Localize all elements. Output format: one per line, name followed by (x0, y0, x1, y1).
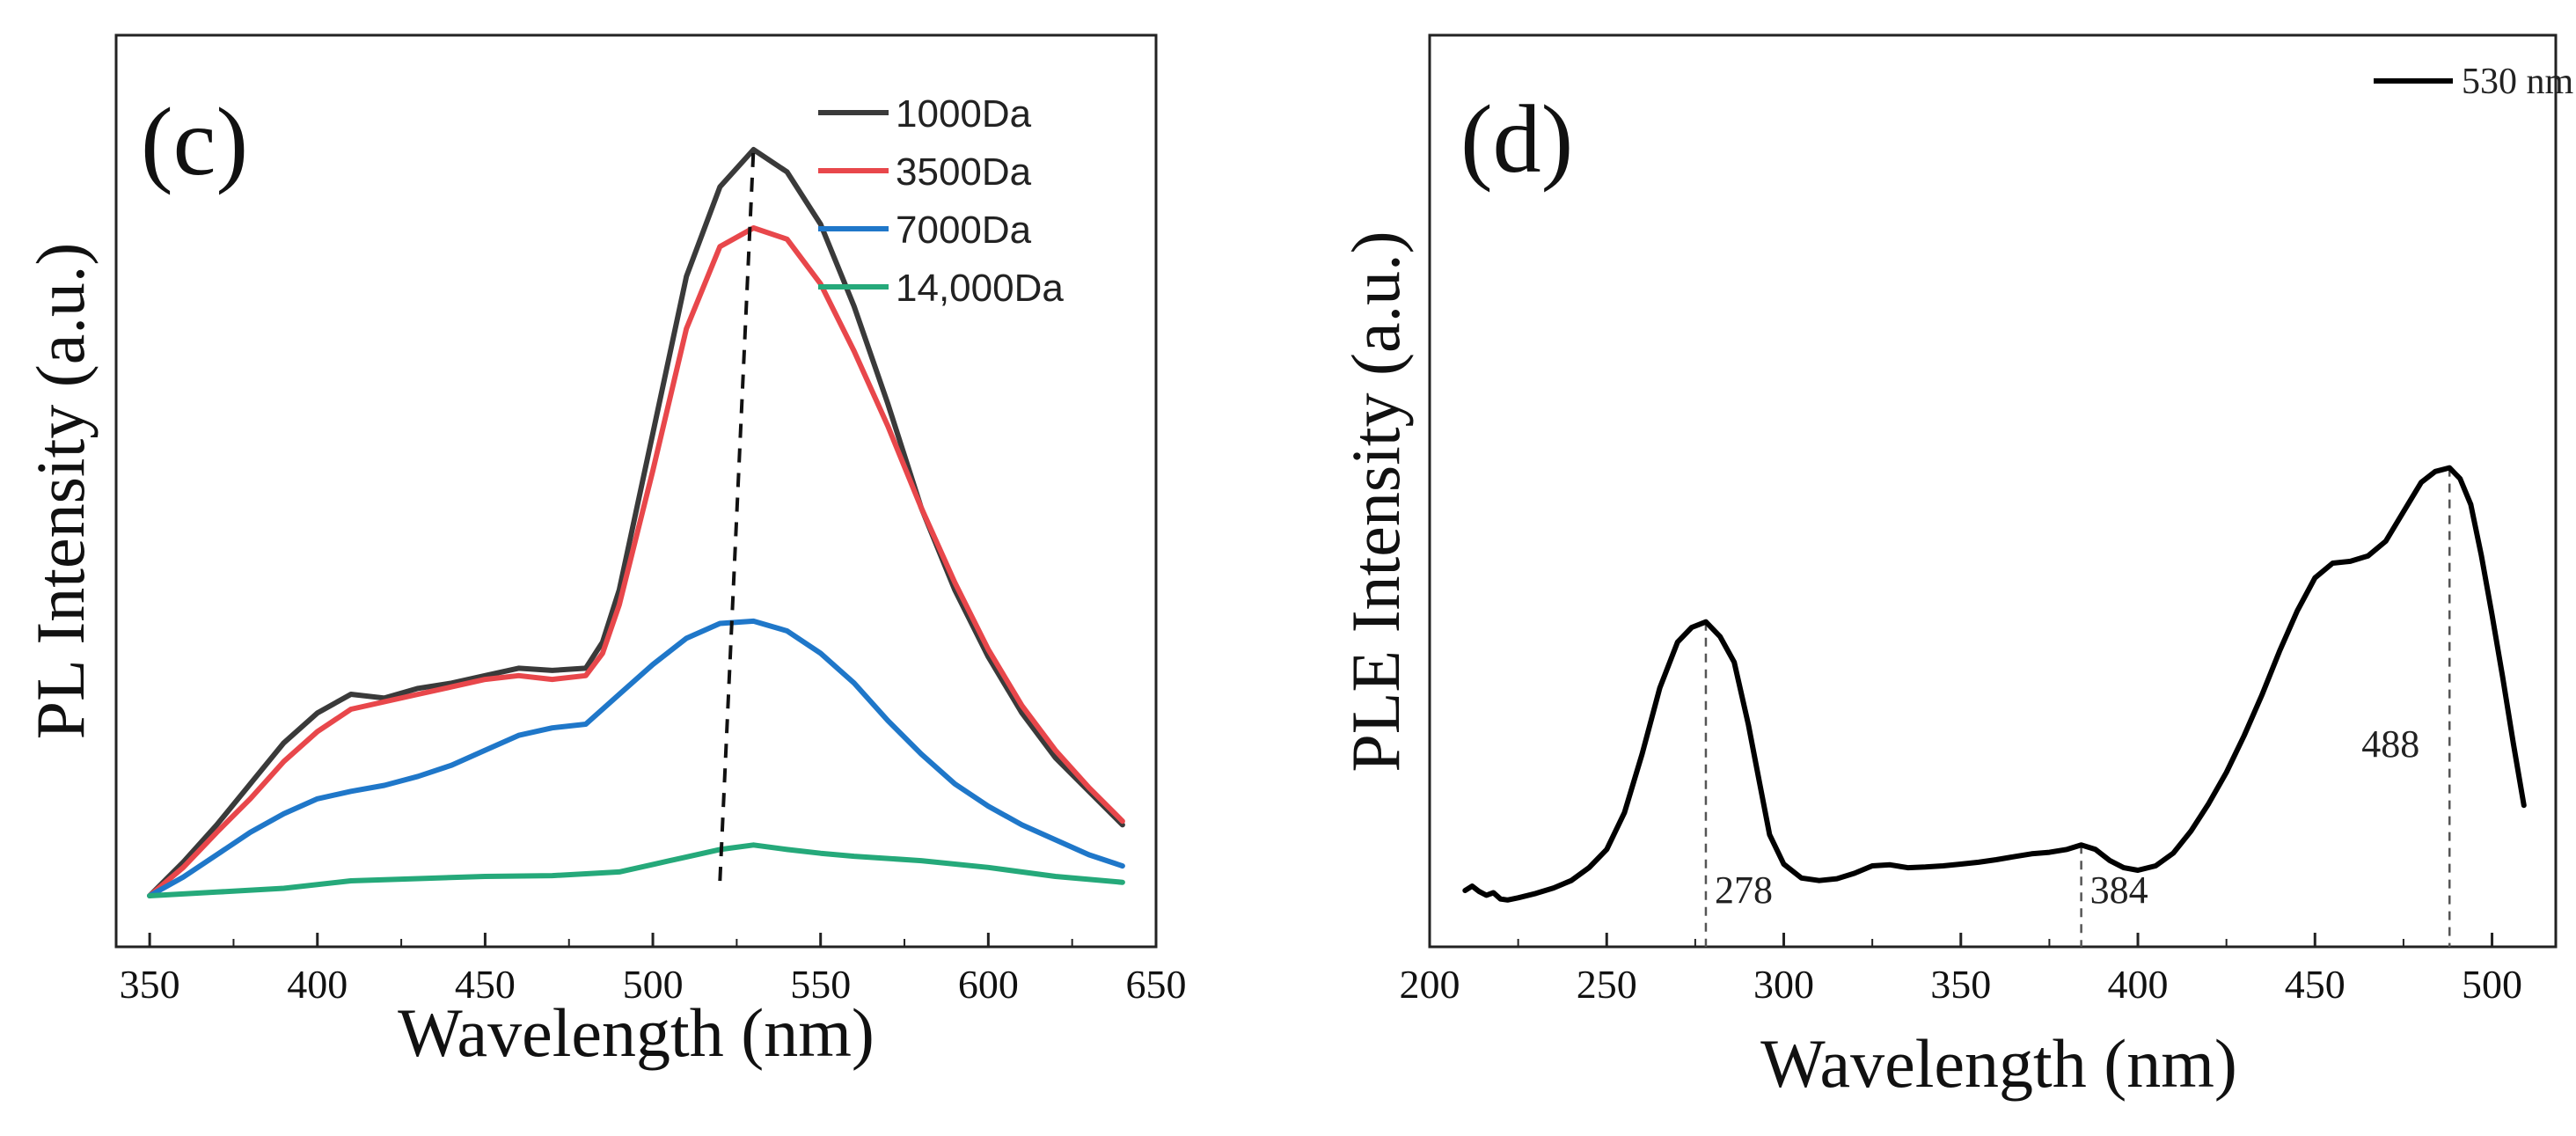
panel-c: 350 400 450 500 550 600 650 (c) Wavelength (nm… (22, 33, 1187, 1071)
x-tick-label-d-300: 300 (1753, 962, 1814, 1007)
x-tick-label-d-500: 500 (2462, 962, 2522, 1007)
x-tick-label-d-350: 350 (1930, 962, 1991, 1007)
y-axis-title-d: PLE Intensity (a.u.) (1337, 231, 1414, 772)
legend-d: 530 nm (2374, 62, 2574, 102)
x-tick-label-c-500: 500 (623, 962, 684, 1007)
peak-label-384: 384 (2090, 868, 2148, 912)
legend-label-7000da: 7000Da (896, 209, 1032, 252)
x-ticks-c: 350 400 450 500 550 600 650 (120, 933, 1187, 1007)
panel-d: 200 250 300 350 400 450 500 278 384 488 (d) Wave… (1337, 33, 2574, 1102)
peak-label-488: 488 (2361, 722, 2419, 766)
series-line-7000da (147, 618, 1125, 898)
series-line-1000da (147, 147, 1125, 898)
peak-shift-dashed-line (718, 149, 756, 882)
legend-c: 1000Da 3500Da 7000Da 14,000Da (818, 92, 1064, 310)
series-line-3500da (147, 225, 1125, 898)
x-tick-label-c-400: 400 (287, 962, 348, 1007)
legend-label-3500da: 3500Da (896, 150, 1032, 194)
x-tick-label-c-650: 650 (1126, 962, 1187, 1007)
legend-label-530-nm: 530 nm (2462, 62, 2574, 102)
x-tick-label-d-450: 450 (2285, 962, 2345, 1007)
plot-frame-d (1428, 33, 2558, 949)
x-tick-label-c-600: 600 (958, 962, 1019, 1007)
peak-label-278: 278 (1715, 868, 1773, 912)
x-tick-label-d-200: 200 (1400, 962, 1460, 1007)
panel-label-d: (d) (1460, 85, 1573, 193)
x-tick-label-d-400: 400 (2108, 962, 2169, 1007)
x-tick-label-d-250: 250 (1577, 962, 1637, 1007)
series-group-c (147, 147, 1125, 898)
x-tick-label-c-550: 550 (790, 962, 851, 1007)
x-axis-title-d: Wavelength (nm) (1760, 1025, 2237, 1102)
x-ticks-d: 200 250 300 350 400 450 500 (1400, 933, 2522, 1007)
series-group-d (1462, 465, 2527, 903)
y-axis-title-c: PL Intensity (a.u.) (22, 243, 99, 740)
panel-label-c: (c) (141, 88, 248, 195)
legend-label-14-000da: 14,000Da (896, 267, 1064, 310)
series-line-14-000da (147, 842, 1125, 898)
x-tick-label-c-350: 350 (120, 962, 180, 1007)
annotations-d: 278 384 488 (1704, 467, 2451, 947)
legend-label-1000da: 1000Da (896, 92, 1032, 136)
plot-frame-c (114, 33, 1158, 949)
x-tick-label-c-450: 450 (455, 962, 516, 1007)
series-line-530-nm (1462, 465, 2527, 903)
x-axis-title-c: Wavelength (nm) (398, 994, 875, 1071)
